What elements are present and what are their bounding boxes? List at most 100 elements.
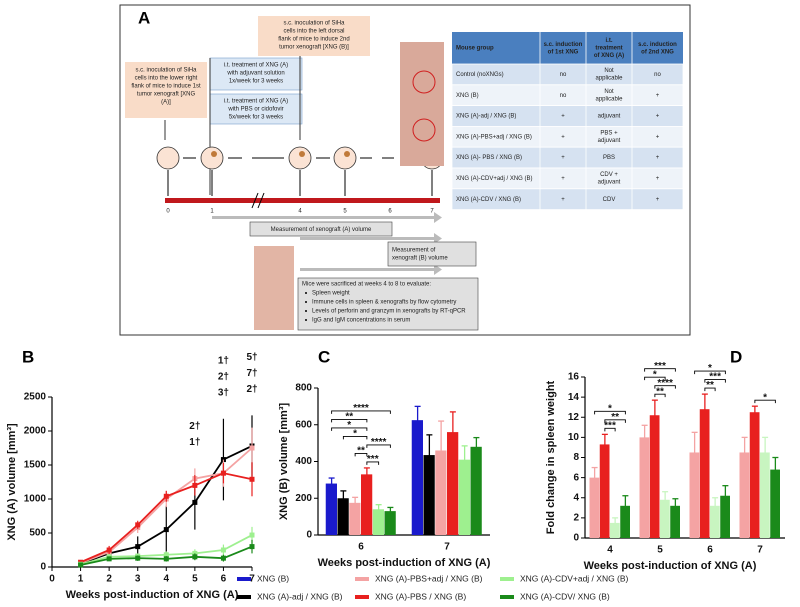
y-tick-label: 200 [295, 493, 312, 504]
table-cell: Control (noXNGs) [456, 72, 504, 78]
panel-label: C [318, 347, 330, 366]
legend-label: XNG (B) [257, 573, 289, 583]
y-tick-label: 4 [573, 492, 579, 503]
mouse-photo [400, 42, 444, 166]
legend-swatch [237, 577, 251, 581]
note-text: flank of mice to induce 1st [131, 84, 201, 90]
table-header-text: Mouse group [456, 46, 494, 52]
table-cell: PBS + [600, 131, 618, 137]
panel-label: D [730, 347, 742, 366]
table-cell: XNG (A)-CDV+adj / XNG (B) [456, 176, 533, 182]
table-cell: XNG (A)-CDV / XNG (B) [456, 197, 521, 203]
significance-label: * [708, 363, 712, 374]
annotation: 1† [189, 437, 200, 448]
x-tick-label: 1 [78, 574, 84, 585]
y-tick-label: 500 [29, 528, 46, 539]
significance-label: ** [345, 412, 353, 423]
note-text: Levels of perforin and granzym in xenogr… [312, 309, 466, 315]
x-tick-label: 3 [135, 574, 141, 585]
significance-bracket [754, 399, 776, 404]
significance-bracket [704, 379, 726, 383]
significance-label: *** [709, 372, 721, 383]
note-box [125, 62, 207, 118]
significance-label: * [353, 429, 357, 440]
significance-bracket [644, 368, 676, 372]
tumor-marks [211, 151, 437, 157]
significance-label: ** [611, 412, 619, 423]
table-cell: + [656, 176, 660, 182]
legend-swatch [355, 595, 369, 599]
x-axis-label: Weeks post-induction of XNG (A) [318, 557, 491, 569]
point [192, 554, 198, 560]
bar [689, 452, 700, 538]
note-text: i.t. treatment of XNG (A) [224, 63, 288, 69]
significance-label: * [763, 392, 767, 403]
significance-label: *** [367, 454, 379, 465]
significance-bracket [331, 418, 368, 423]
significance-bracket [644, 376, 666, 381]
y-axis-label: Fold change in spleen weight [545, 380, 557, 534]
note-box [209, 93, 303, 125]
point [249, 445, 255, 451]
significance-bracket [604, 427, 616, 432]
bullet [305, 319, 307, 321]
bar [749, 412, 760, 538]
legend-label: XNG (A)-CDV+adj / XNG (B) [520, 573, 629, 583]
bar [699, 409, 710, 538]
timeline-label: 5 [343, 209, 347, 215]
significance-bracket [654, 393, 666, 398]
significance-label: *** [604, 420, 616, 431]
table-header [452, 32, 683, 64]
mouse-icons [156, 146, 444, 170]
table-cell: + [656, 93, 660, 99]
bar [739, 452, 750, 538]
table-cell: + [561, 155, 565, 161]
table-cell: XNG (B) [456, 93, 479, 99]
y-tick-label: 1500 [24, 460, 47, 471]
y-tick-label: 6 [573, 472, 579, 483]
note-text: flank of mice to induce 2nd [278, 37, 349, 43]
measurement-arrows [212, 212, 442, 275]
note-text: (A)] [161, 100, 171, 106]
note-text: i.t. treatment of XNG (A) [224, 99, 288, 105]
point [220, 555, 226, 561]
table-cell: Not [604, 89, 614, 95]
significance-label: **** [371, 437, 387, 448]
note-text: xenograft (B) volume [392, 256, 448, 262]
note-text: tumor xenograft [XNG [137, 92, 196, 98]
table-cell: CDV [603, 197, 616, 203]
table-cell: XNG (A)- PBS / XNG (B) [456, 155, 522, 161]
bar [361, 474, 373, 535]
point [163, 556, 169, 562]
bar [372, 509, 385, 535]
table-header-text: s.c. induction [544, 42, 583, 48]
y-tick-label: 0 [40, 562, 46, 573]
significance-bracket [694, 370, 726, 375]
significance-label: **** [657, 378, 673, 389]
note-text: tumor xenograft [XNG (B)] [279, 45, 349, 51]
bar [325, 483, 337, 535]
significance-bracket [704, 387, 716, 392]
note-box [258, 16, 370, 56]
table-cell: applicable [595, 97, 623, 103]
timeline-label: 4 [298, 209, 302, 215]
timeline [165, 198, 440, 203]
y-tick-label: 600 [295, 419, 312, 430]
bar [470, 446, 482, 535]
x-tick-label: 4 [164, 574, 170, 585]
bar [770, 469, 780, 538]
bar [384, 511, 396, 535]
bar [649, 415, 660, 538]
table-header-text: of 1st XNG [548, 49, 579, 55]
table-header-text: i.t. [606, 38, 613, 44]
bar [620, 505, 630, 538]
annotation: 7† [246, 368, 257, 379]
legend-swatch [355, 577, 369, 581]
timeline-label: 0 [166, 209, 170, 215]
table-header-text: of XNG (A) [594, 53, 624, 59]
x-tick-label: 5 [657, 545, 663, 556]
legend-swatch [500, 595, 514, 599]
annotation: 3† [218, 387, 229, 398]
note-text: IgG and IgM concentrations in serum [312, 318, 410, 324]
